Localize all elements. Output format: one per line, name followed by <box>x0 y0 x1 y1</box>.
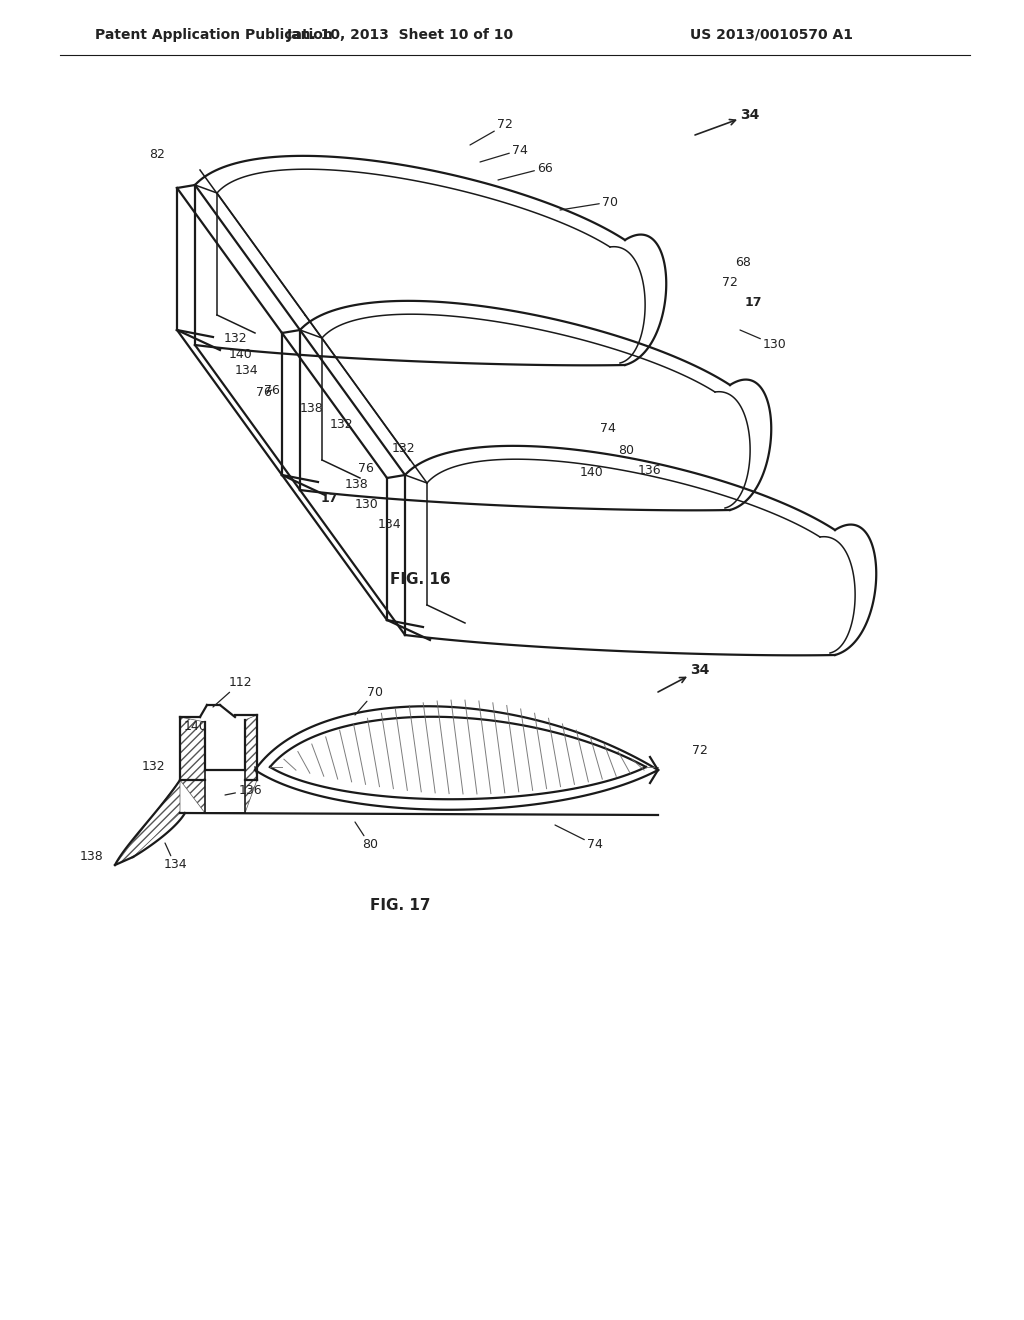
Text: 132: 132 <box>392 441 416 454</box>
Text: 68: 68 <box>735 256 751 268</box>
Text: 112: 112 <box>213 676 252 708</box>
Text: 72: 72 <box>470 119 513 145</box>
Text: FIG. 16: FIG. 16 <box>390 573 451 587</box>
Text: 134: 134 <box>378 519 401 532</box>
Text: 74: 74 <box>555 825 603 851</box>
Text: 140: 140 <box>183 721 207 734</box>
Text: 72: 72 <box>722 276 738 289</box>
Text: 136: 136 <box>225 784 262 796</box>
Text: US 2013/0010570 A1: US 2013/0010570 A1 <box>690 28 853 42</box>
Text: 80: 80 <box>618 444 634 457</box>
Text: 17: 17 <box>321 491 338 504</box>
Text: 132: 132 <box>141 760 165 774</box>
Text: 130: 130 <box>740 330 786 351</box>
Text: 17: 17 <box>745 296 763 309</box>
Text: 132: 132 <box>223 331 247 345</box>
Text: 130: 130 <box>355 499 379 511</box>
Text: 66: 66 <box>498 161 553 180</box>
Text: 138: 138 <box>300 401 324 414</box>
Text: 34: 34 <box>658 663 710 692</box>
Text: 80: 80 <box>355 822 378 851</box>
Text: 76: 76 <box>256 385 272 399</box>
Text: 72: 72 <box>692 743 708 756</box>
Text: 134: 134 <box>234 363 258 376</box>
Text: 76: 76 <box>358 462 374 474</box>
Text: 140: 140 <box>580 466 604 479</box>
Text: 70: 70 <box>355 685 383 715</box>
Text: FIG. 17: FIG. 17 <box>370 898 430 912</box>
Text: 34: 34 <box>695 108 760 135</box>
Text: 74: 74 <box>480 144 528 162</box>
Text: 74: 74 <box>600 421 615 434</box>
Text: 138: 138 <box>345 479 369 491</box>
Text: 138: 138 <box>79 850 103 863</box>
Text: 76: 76 <box>264 384 280 396</box>
Text: 134: 134 <box>163 843 186 871</box>
Text: Jan. 10, 2013  Sheet 10 of 10: Jan. 10, 2013 Sheet 10 of 10 <box>287 28 514 42</box>
Text: 136: 136 <box>638 463 662 477</box>
Text: Patent Application Publication: Patent Application Publication <box>95 28 333 42</box>
Text: 132: 132 <box>330 418 353 432</box>
Text: 70: 70 <box>560 195 618 210</box>
Text: 82: 82 <box>150 149 165 161</box>
Text: 140: 140 <box>228 347 252 360</box>
